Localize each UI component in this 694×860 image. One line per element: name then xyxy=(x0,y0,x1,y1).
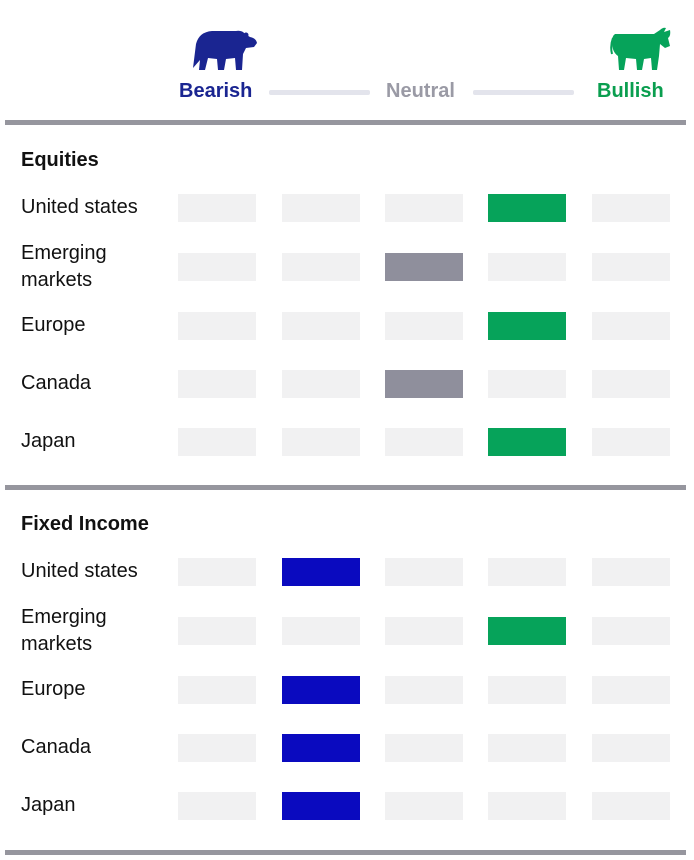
rating-cell xyxy=(282,194,360,222)
rating-cell xyxy=(488,734,566,762)
rating-cell xyxy=(178,792,256,820)
rating-cell xyxy=(178,734,256,762)
rating-cell xyxy=(488,370,566,398)
rating-cell xyxy=(282,428,360,456)
rating-cell xyxy=(488,792,566,820)
rating-cell xyxy=(178,370,256,398)
row-label: United states xyxy=(21,560,138,582)
rating-cell xyxy=(282,370,360,398)
rating-cell xyxy=(488,676,566,704)
rating-cell xyxy=(385,194,463,222)
row-label: Europe xyxy=(21,678,86,700)
row-label: Japan xyxy=(21,794,76,816)
rating-cell xyxy=(592,194,670,222)
rating-cell xyxy=(178,676,256,704)
rating-cell-active xyxy=(488,194,566,222)
bear-icon xyxy=(193,30,257,70)
row-label: Emerging markets xyxy=(21,606,107,655)
scale-line-left xyxy=(269,90,370,95)
rating-cell xyxy=(592,312,670,340)
rating-cell xyxy=(488,558,566,586)
rating-cell-active xyxy=(385,370,463,398)
rating-cell xyxy=(385,312,463,340)
row-label: United states xyxy=(21,196,138,218)
rating-cell xyxy=(592,558,670,586)
rating-cell xyxy=(178,428,256,456)
rating-cell-active xyxy=(488,312,566,340)
rating-cell xyxy=(592,734,670,762)
scale-line-right xyxy=(473,90,574,95)
rating-cell xyxy=(385,558,463,586)
rating-cell xyxy=(592,617,670,645)
rating-cell xyxy=(488,253,566,281)
rating-cell xyxy=(385,792,463,820)
rating-cell xyxy=(385,428,463,456)
bull-icon xyxy=(610,27,671,70)
rating-cell xyxy=(282,617,360,645)
rating-cell xyxy=(282,253,360,281)
row-label: Europe xyxy=(21,314,86,336)
rating-cell-active xyxy=(488,428,566,456)
rating-cell xyxy=(385,617,463,645)
rating-cell xyxy=(178,617,256,645)
bottom-divider xyxy=(5,850,686,855)
section-divider xyxy=(5,485,686,490)
neutral-label: Neutral xyxy=(386,80,455,102)
bullish-label: Bullish xyxy=(597,80,664,102)
rating-cell xyxy=(385,734,463,762)
rating-cell xyxy=(178,194,256,222)
section-divider xyxy=(5,120,686,125)
rating-cell-active xyxy=(282,558,360,586)
rating-cell xyxy=(178,558,256,586)
rating-cell xyxy=(592,370,670,398)
rating-cell-active xyxy=(385,253,463,281)
rating-cell xyxy=(592,676,670,704)
bearish-label: Bearish xyxy=(179,80,253,102)
scale-header: Bearish Neutral Bullish xyxy=(0,0,694,120)
row-label: Emerging markets xyxy=(21,242,107,291)
rating-cell-active xyxy=(488,617,566,645)
rating-cell xyxy=(178,312,256,340)
rating-cell-active xyxy=(282,792,360,820)
rating-cell xyxy=(592,253,670,281)
rating-cell xyxy=(592,428,670,456)
row-label: Japan xyxy=(21,430,76,452)
row-label: Canada xyxy=(21,736,92,758)
rating-cell xyxy=(385,676,463,704)
rating-cell xyxy=(282,312,360,340)
rating-cell xyxy=(178,253,256,281)
rating-cell-active xyxy=(282,734,360,762)
rating-cell xyxy=(592,792,670,820)
row-label: Canada xyxy=(21,372,92,394)
section-title: Fixed Income xyxy=(21,513,149,535)
rating-cell-active xyxy=(282,676,360,704)
section-title: Equities xyxy=(21,149,99,171)
